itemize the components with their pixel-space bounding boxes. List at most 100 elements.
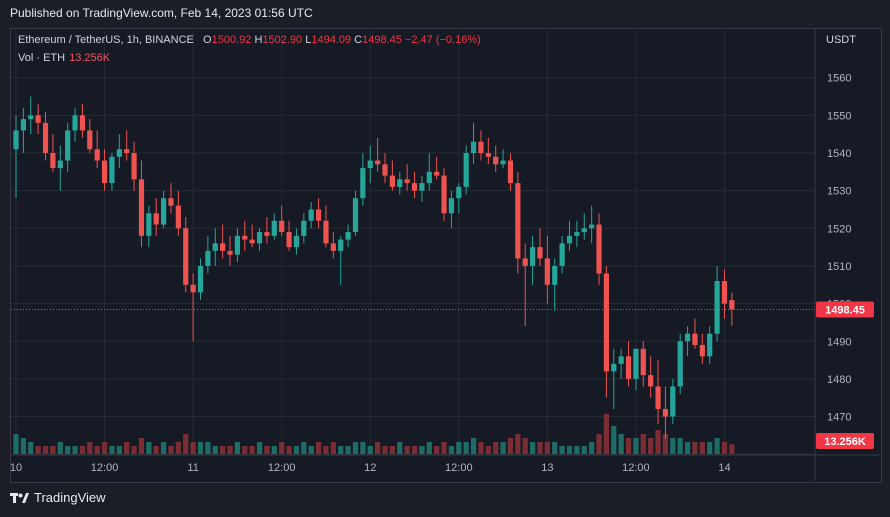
x-tick-label: 11 — [187, 462, 198, 474]
candle-body — [507, 160, 514, 184]
volume-bar — [153, 446, 159, 454]
candle-body — [692, 333, 698, 346]
candle-body — [367, 160, 373, 169]
volume-bar — [293, 446, 300, 454]
volume-legend[interactable]: Vol · ETH 13.256K — [18, 52, 110, 64]
candle-body — [729, 300, 735, 310]
candle-body — [411, 183, 418, 191]
volume-bar — [478, 442, 484, 454]
candle-body — [161, 198, 167, 225]
candle-body — [338, 239, 344, 251]
open-value: 1500.92 — [211, 34, 252, 46]
volume-bar — [456, 442, 462, 454]
candle-body — [470, 141, 477, 154]
tradingview-footer[interactable]: TradingView — [10, 490, 106, 505]
volume-bar — [72, 446, 78, 454]
last-volume-label: 13.256K — [824, 436, 866, 448]
candle-body — [249, 239, 255, 244]
candle-body — [286, 232, 292, 248]
volume-bar — [507, 438, 514, 454]
x-tick-label: 12:00 — [445, 462, 473, 474]
volume-bar — [20, 438, 26, 454]
volume-bar — [271, 446, 277, 454]
volume-bar — [397, 442, 403, 454]
candle-body — [611, 363, 617, 372]
volume-bar — [109, 446, 115, 454]
volume-bar — [279, 442, 285, 454]
candle-body — [212, 243, 218, 251]
candle-body — [57, 160, 63, 169]
chart-frame[interactable] — [10, 28, 882, 483]
x-tick-label: 12:00 — [622, 462, 650, 474]
candle-body — [138, 179, 145, 236]
volume-bar — [684, 442, 691, 454]
y-tick-label: 1540 — [827, 148, 851, 160]
volume-bar — [131, 446, 137, 454]
volume-bar — [308, 446, 314, 454]
low-label: L — [305, 34, 312, 46]
candle-body — [279, 220, 285, 233]
candle-body — [662, 409, 669, 417]
volume-bar — [596, 434, 602, 454]
candle-body — [382, 164, 388, 176]
volume-value: 13.256K — [69, 52, 111, 64]
volume-bar — [411, 446, 418, 454]
volume-bar — [522, 438, 528, 454]
volume-bar — [419, 446, 425, 454]
candle-body — [670, 386, 676, 417]
candle-body — [293, 235, 300, 248]
volume-bar — [124, 442, 130, 454]
candle-body — [28, 115, 34, 120]
volume-bar — [234, 442, 240, 454]
x-tick-label: 12 — [364, 462, 376, 474]
volume-bar — [367, 446, 373, 454]
candle-body — [72, 115, 78, 131]
candle-body — [197, 265, 204, 293]
volume-bar — [470, 438, 477, 454]
candle-body — [574, 232, 580, 236]
volume-bar — [611, 426, 617, 454]
candle-body — [463, 153, 469, 187]
candle-body — [35, 115, 41, 123]
candle-body — [42, 122, 49, 154]
candle-body — [131, 153, 137, 180]
y-tick-label: 1470 — [827, 412, 851, 424]
candle-body — [589, 224, 595, 229]
candle-body — [308, 209, 314, 221]
candle-body — [190, 284, 196, 293]
symbol-legend[interactable]: Ethereum / TetherUS, 1h, BINANCE O1500.9… — [18, 34, 481, 46]
close-value: 1498.45 — [362, 34, 402, 46]
candle-body — [20, 119, 26, 131]
candle-body — [603, 273, 609, 372]
volume-bar — [352, 442, 359, 454]
candle-body — [242, 235, 248, 240]
candle-body — [426, 171, 432, 184]
candle-body — [116, 149, 122, 157]
symbol-title: Ethereum / TetherUS, 1h, BINANCE — [18, 34, 194, 46]
y-tick-label: 1550 — [827, 110, 851, 122]
candle-body — [530, 247, 536, 266]
volume-bar — [301, 442, 307, 454]
high-value: 1502.90 — [262, 34, 303, 46]
volume-bar — [190, 442, 196, 454]
candle-body — [684, 333, 691, 342]
currency-label: USDT — [826, 34, 856, 46]
y-tick-label: 1560 — [827, 73, 851, 85]
volume-bar — [500, 442, 506, 454]
change-value: −2.47 (−0.16%) — [404, 34, 481, 46]
candle-body — [677, 341, 683, 387]
candle-body — [721, 281, 728, 304]
x-tick-label: 14 — [718, 462, 730, 474]
candle-body — [271, 220, 277, 236]
candle-body — [419, 183, 425, 191]
close-label: C — [354, 34, 363, 46]
volume-bar — [87, 442, 93, 454]
candle-body — [552, 265, 558, 285]
volume-bar — [197, 442, 204, 454]
volume-bar — [42, 446, 49, 454]
volume-bar — [640, 434, 646, 454]
volume-bar — [256, 442, 263, 454]
high-label: H — [254, 34, 263, 46]
volume-bar — [183, 434, 189, 454]
